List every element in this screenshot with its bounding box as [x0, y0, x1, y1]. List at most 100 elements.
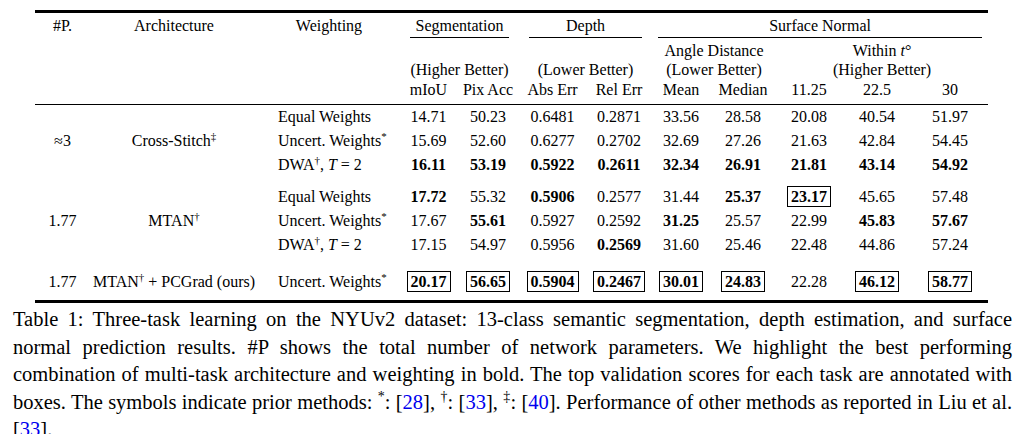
value-cell: 23.17	[776, 177, 842, 209]
best-value: 55.61	[470, 212, 506, 229]
value-cell: 22.48	[776, 233, 842, 257]
value-cell: 56.65	[457, 257, 519, 300]
text-segment: Within	[853, 42, 901, 59]
within-t-header: Within t° (Higher Better)	[776, 38, 988, 79]
value-cell: 25.46	[710, 233, 776, 257]
angle-distance-label: Angle Distance	[652, 41, 776, 60]
top-validation-boxed-value: 0.2467	[593, 271, 645, 292]
metric-value: 0.6481	[531, 108, 575, 125]
best-value: 54.92	[932, 156, 968, 173]
col-header-relerr: Rel Err	[586, 79, 652, 105]
col-header-pixacc: Pix Acc	[457, 79, 519, 105]
metric-value: 54.97	[470, 236, 506, 253]
metric-value: 22.28	[791, 273, 827, 290]
value-cell: 0.2467	[586, 257, 652, 300]
superscript-symbol: *	[381, 210, 386, 222]
depth-label: Depth	[566, 17, 605, 34]
superscript-symbol: *	[378, 389, 385, 404]
table-row: 1.77MTAN†Equal Weights17.7255.320.59060.…	[35, 177, 988, 209]
col-group-depth: Depth	[519, 13, 652, 38]
value-cell: 54.97	[457, 233, 519, 257]
value-cell: 0.2871	[586, 105, 652, 130]
value-cell: 42.84	[842, 129, 912, 153]
col-header-11-25: 11.25	[776, 79, 842, 105]
best-value: 0.5906	[531, 188, 575, 205]
text-segment: Table 1:	[13, 308, 93, 330]
metric-value: 22.99	[791, 212, 827, 229]
value-cell: 22.28	[776, 257, 842, 300]
value-cell: 27.26	[710, 129, 776, 153]
citation-link[interactable]: 28	[403, 391, 424, 413]
metric-value: 33.56	[663, 108, 699, 125]
text-segment: Equal Weights	[278, 188, 371, 205]
best-value: 32.34	[663, 156, 699, 173]
col-header-params: #P.	[35, 13, 90, 105]
metric-value: 25.57	[725, 212, 761, 229]
best-value: 26.91	[725, 156, 761, 173]
value-cell: 30.01	[652, 257, 710, 300]
text-segment: + PCGrad (ours)	[144, 273, 255, 290]
col-header-22-5: 22.5	[842, 79, 912, 105]
superscript-symbol: †	[440, 389, 447, 404]
angle-distance-direction: (Lower Better)	[652, 60, 776, 79]
value-cell: 33.56	[652, 105, 710, 130]
results-table: #P. Architecture Weighting Segmentation …	[35, 10, 988, 303]
value-cell: 16.11	[400, 153, 457, 177]
text-segment: Uncert. Weights	[278, 273, 381, 290]
metric-value: 57.48	[932, 188, 968, 205]
table-row: ≈3Cross-Stitch‡Equal Weights14.7150.230.…	[35, 105, 988, 130]
top-validation-boxed-value: 56.65	[466, 271, 510, 292]
metric-value: 51.97	[932, 108, 968, 125]
text-segment: T	[328, 156, 337, 173]
params-cell: 1.77	[35, 257, 90, 300]
best-value: 16.11	[411, 156, 446, 173]
metric-value: 32.69	[663, 132, 699, 149]
metric-value: 55.32	[470, 188, 506, 205]
metric-value: 28.58	[725, 108, 761, 125]
metric-value: 25.46	[725, 236, 761, 253]
results-table-grid: #P. Architecture Weighting Segmentation …	[35, 13, 988, 300]
table-row: 1.77MTAN† + PCGrad (ours) Uncert. Weights…	[35, 257, 988, 300]
superscript-symbol: *	[381, 130, 386, 142]
metric-value: 44.86	[859, 236, 895, 253]
text-segment: Uncert. Weights	[278, 212, 381, 229]
value-cell: 17.72	[400, 177, 457, 209]
metric-value: 42.84	[859, 132, 895, 149]
top-validation-boxed-value: 23.17	[787, 186, 831, 207]
depth-direction: (Lower Better)	[519, 38, 652, 79]
architecture-cell: Cross-Stitch‡	[90, 105, 258, 178]
text-segment: MTAN	[148, 212, 194, 229]
citation-link[interactable]: 33	[465, 391, 486, 413]
superscript-symbol: *	[381, 271, 386, 283]
architecture-cell: MTAN† + PCGrad (ours)	[90, 257, 258, 300]
best-value: 57.67	[932, 212, 968, 229]
value-cell: 21.63	[776, 129, 842, 153]
col-header-median: Median	[710, 79, 776, 105]
metric-value: 50.23	[470, 108, 506, 125]
surface-normal-label: Surface Normal	[769, 17, 871, 34]
value-cell: 17.15	[400, 233, 457, 257]
value-cell: 0.2611	[586, 153, 652, 177]
params-cell: ≈3	[35, 105, 90, 178]
text-segment: DWA	[278, 236, 314, 253]
citation-link[interactable]: 33	[20, 418, 41, 434]
value-cell: 0.6277	[519, 129, 586, 153]
top-validation-boxed-value: 24.83	[721, 271, 765, 292]
text-segment: Uncert. Weights	[278, 132, 381, 149]
value-cell: 14.71	[400, 105, 457, 130]
text-segment: ,	[320, 236, 328, 253]
metric-value: 14.71	[411, 108, 447, 125]
citation-link[interactable]: 40	[528, 391, 549, 413]
text-segment: T	[328, 236, 337, 253]
text-segment: Equal Weights	[278, 108, 371, 125]
best-value: 31.25	[663, 212, 699, 229]
top-validation-boxed-value: 30.01	[659, 271, 703, 292]
metric-value: 45.65	[859, 188, 895, 205]
text-segment: ],	[423, 391, 440, 413]
within-t-direction: (Higher Better)	[776, 60, 988, 79]
weighting-cell: DWA†, T = 2	[258, 153, 400, 177]
weighting-cell: Equal Weights	[258, 177, 400, 209]
metric-value: 52.60	[470, 132, 506, 149]
text-segment: MTAN	[93, 273, 139, 290]
metric-value: 20.08	[791, 108, 827, 125]
